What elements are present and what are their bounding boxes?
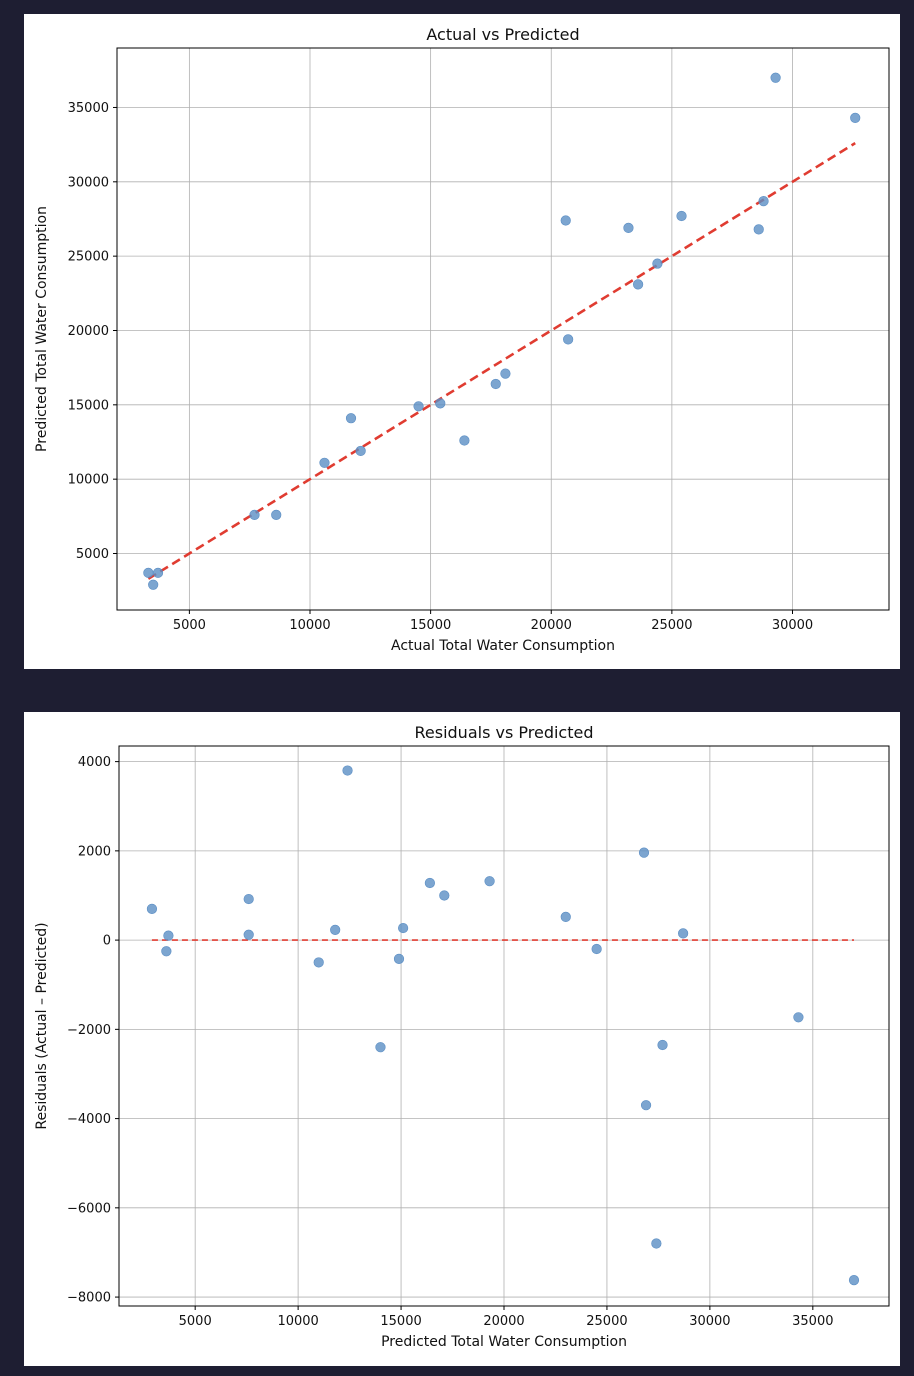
scatter-point bbox=[330, 924, 341, 935]
scatter-point bbox=[623, 222, 634, 233]
scatter-point bbox=[243, 929, 254, 940]
y-tick-label: 10000 bbox=[68, 473, 109, 488]
y-axis-label: Residuals (Actual – Predicted) bbox=[34, 922, 50, 1129]
x-tick-label: 10000 bbox=[289, 618, 330, 633]
actual-vs-predicted-panel: 5000 10000 15000 20000 25000 30000 5000 10000 15… bbox=[24, 14, 900, 669]
scatter-point bbox=[753, 224, 764, 235]
grid-lines bbox=[117, 48, 889, 610]
scatter-point bbox=[560, 215, 571, 226]
scatter-point bbox=[484, 876, 495, 887]
reference-line bbox=[147, 142, 856, 580]
grid-lines bbox=[119, 746, 889, 1306]
scatter-point bbox=[651, 1238, 662, 1249]
scatter-point bbox=[657, 1039, 668, 1051]
scatter-point bbox=[148, 579, 159, 590]
scatter-point bbox=[393, 953, 405, 964]
actual-vs-predicted-chart: 5000 10000 15000 20000 25000 30000 5000 10000 15… bbox=[34, 25, 890, 654]
x-tick-label: 5000 bbox=[173, 618, 206, 633]
x-tick-label: 15000 bbox=[380, 1314, 421, 1329]
scatter-point bbox=[243, 893, 254, 905]
y-tick-label: 2000 bbox=[78, 844, 111, 859]
scatter-point bbox=[355, 445, 366, 457]
scatter-point bbox=[678, 928, 689, 939]
scatter-point bbox=[793, 1012, 804, 1023]
scatter-point bbox=[439, 890, 450, 901]
chart-title: Actual vs Predicted bbox=[426, 25, 579, 44]
residuals-vs-predicted-chart: 5000 10000 15000 20000 25000 30000 35000−8000−… bbox=[34, 723, 890, 1350]
scatter-point bbox=[152, 567, 164, 578]
y-tick-label: 0 bbox=[103, 934, 111, 949]
y-tick-label: 30000 bbox=[68, 175, 109, 190]
scatter-point bbox=[848, 1275, 860, 1286]
scatter-point bbox=[143, 567, 154, 578]
scatter-point bbox=[398, 922, 409, 934]
residuals-vs-predicted-panel: 5000 10000 15000 20000 25000 30000 35000 −8000−… bbox=[24, 712, 900, 1366]
y-tick-label: 5000 bbox=[76, 547, 109, 562]
scatter-point bbox=[342, 765, 353, 776]
y-tick-label: 4000 bbox=[78, 755, 111, 770]
scatter-point bbox=[435, 398, 446, 409]
x-tick-label: 10000 bbox=[277, 1314, 318, 1329]
x-tick-label: 30000 bbox=[772, 618, 813, 633]
scatter-point bbox=[413, 401, 424, 412]
scatter-point bbox=[758, 196, 769, 207]
y-tick-label: −8000 bbox=[67, 1291, 111, 1306]
scatter-point bbox=[770, 72, 781, 83]
x-axis-label: Actual Total Water Consumption bbox=[391, 638, 615, 654]
scatter-point bbox=[652, 258, 663, 269]
x-tick-label: 25000 bbox=[651, 618, 692, 633]
scatter-point bbox=[850, 112, 861, 123]
chart-title: Residuals vs Predicted bbox=[415, 723, 594, 742]
scatter-point bbox=[163, 930, 174, 941]
y-tick-label: −6000 bbox=[67, 1201, 111, 1216]
y-tick-label: 35000 bbox=[68, 101, 109, 116]
scatter-point bbox=[271, 509, 282, 520]
scatter-point bbox=[500, 368, 511, 379]
scatter-point bbox=[424, 877, 435, 889]
scatter-point bbox=[632, 279, 644, 290]
scatter-point bbox=[249, 509, 260, 520]
y-tick-label: 15000 bbox=[68, 398, 109, 413]
scatter-point bbox=[560, 911, 571, 923]
y-tick-label: −4000 bbox=[67, 1112, 111, 1127]
scatter-point bbox=[591, 943, 602, 955]
x-tick-label: 35000 bbox=[792, 1314, 833, 1329]
scatter-point bbox=[319, 457, 330, 468]
x-tick-label: 30000 bbox=[689, 1314, 730, 1329]
scatter-point bbox=[375, 1042, 386, 1053]
y-tick-label: 25000 bbox=[68, 250, 109, 265]
scatter-point bbox=[146, 903, 158, 914]
x-tick-label: 15000 bbox=[410, 618, 451, 633]
scatter-point bbox=[345, 413, 357, 424]
x-axis-label: Predicted Total Water Consumption bbox=[381, 1334, 627, 1350]
scatter-point bbox=[640, 1100, 652, 1111]
x-tick-label: 5000 bbox=[179, 1314, 212, 1329]
x-tick-label: 25000 bbox=[586, 1314, 627, 1329]
scatter-point bbox=[313, 957, 324, 968]
scatter-point bbox=[563, 334, 574, 345]
x-tick-label: 20000 bbox=[531, 618, 572, 633]
scatter-point bbox=[459, 435, 470, 446]
y-tick-label: 20000 bbox=[68, 324, 109, 339]
scatter-point bbox=[161, 946, 172, 957]
y-tick-label: −2000 bbox=[67, 1023, 111, 1038]
scatter-points bbox=[143, 72, 861, 590]
scatter-point bbox=[676, 210, 687, 222]
scatter-point bbox=[490, 378, 501, 390]
scatter-point bbox=[638, 847, 650, 858]
x-tick-label: 20000 bbox=[483, 1314, 524, 1329]
y-axis-label: Predicted Total Water Consumption bbox=[34, 206, 50, 452]
scatter-points bbox=[146, 765, 860, 1286]
plot-frame bbox=[116, 47, 890, 611]
